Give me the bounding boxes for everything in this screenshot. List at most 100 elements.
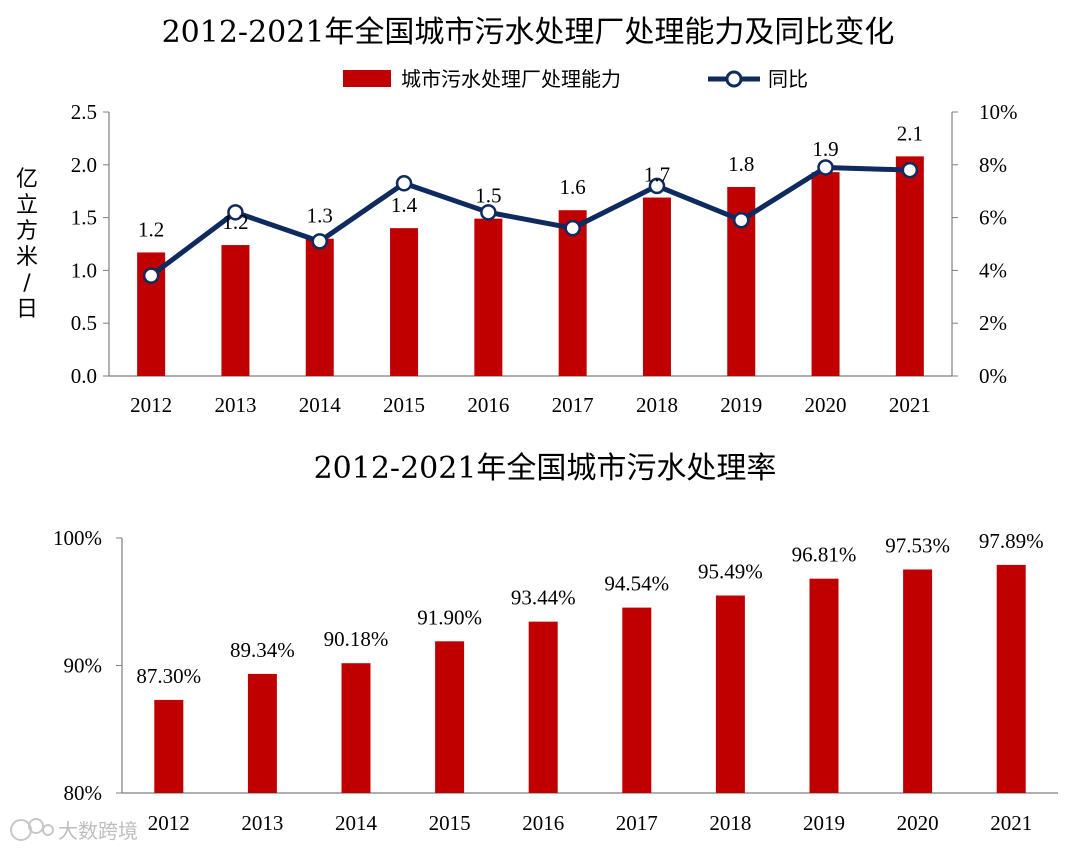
right-y-tick-label: 4% <box>979 258 1007 282</box>
capacity-bar <box>305 238 334 376</box>
yoy-point <box>227 204 244 221</box>
rate-bar-label: 94.54% <box>604 572 669 596</box>
rate-bar-label: 93.44% <box>511 586 576 610</box>
left-y-tick-label: 0.0 <box>71 364 97 388</box>
yoy-point <box>395 175 413 192</box>
y-axis-title-char: 方 <box>16 219 38 244</box>
rate-bar <box>154 699 184 793</box>
capacity-bar <box>895 156 924 376</box>
x-tick-label: 2013 <box>214 393 256 417</box>
capacity-bar <box>558 210 587 376</box>
capacity-bar-label: 1.3 <box>307 204 333 228</box>
y-axis-title-char: / <box>23 271 31 296</box>
capacity-bar-label: 1.2 <box>222 210 248 234</box>
legend-bar-label: 城市污水处理厂处理能力 <box>401 67 621 91</box>
capacity-bar-label: 1.9 <box>812 137 838 161</box>
y-axis-title-char: 日 <box>16 297 38 322</box>
left-y-tick-label: 0.5 <box>71 311 97 335</box>
left-y-tick-label: 1.0 <box>71 258 97 282</box>
rate-bar-label: 89.34% <box>230 638 295 662</box>
rate-bar-label: 91.90% <box>417 605 482 629</box>
rate-y-tick-label: 90% <box>64 654 103 678</box>
legend-line-marker <box>725 70 743 88</box>
rate-bar <box>435 641 465 793</box>
x-tick-label: 2018 <box>636 393 678 417</box>
legend-bar-swatch <box>343 70 391 87</box>
x-tick-label: 2016 <box>467 393 509 417</box>
rate-bar <box>622 607 652 793</box>
rate-y-tick-label: 100% <box>53 526 102 550</box>
capacity-chart-title: 2012-2021年全国城市污水处理厂处理能力及同比变化 <box>162 15 895 50</box>
capacity-bar-label: 1.4 <box>391 193 418 217</box>
rate-bar <box>247 673 277 793</box>
rate-x-tick-label: 2017 <box>616 811 658 835</box>
capacity-bar <box>390 228 419 376</box>
rate-bar <box>528 621 558 793</box>
y-axis-title-char: 米 <box>16 245 38 270</box>
capacity-bar-label: 1.8 <box>728 152 754 176</box>
x-tick-label: 2014 <box>299 393 342 417</box>
capacity-bar-label: 1.2 <box>138 217 164 241</box>
treatment-rate-axes: 80% 90% 100% 2012 2013 2014 2015 2016 2017 2018 20… <box>53 526 1058 835</box>
x-tick-label: 2019 <box>720 393 762 417</box>
rate-bar-label: 97.89% <box>979 529 1044 553</box>
rate-x-tick-label: 2013 <box>241 811 283 835</box>
rate-x-tick-label: 2014 <box>335 811 378 835</box>
capacity-y-axis-title: 亿立方米/日 <box>16 167 38 322</box>
rate-bar-label: 90.18% <box>324 627 389 651</box>
right-y-tick-label: 8% <box>979 153 1007 177</box>
capacity-legend: 城市污水处理厂处理能力 同比 <box>343 67 808 91</box>
rate-bar-label: 96.81% <box>792 543 857 567</box>
capacity-bar-label: 2.1 <box>897 121 923 145</box>
capacity-bar <box>221 245 250 376</box>
x-tick-label: 2021 <box>889 393 931 417</box>
capacity-bar <box>811 172 840 376</box>
yoy-point <box>817 159 834 176</box>
capacity-bar-label: 1.5 <box>475 184 501 208</box>
capacity-chart: 2012-2021年全国城市污水处理厂处理能力及同比变化 城市污水处理厂处理能力… <box>16 15 1018 417</box>
capacity-bar <box>642 197 671 376</box>
capacity-axes: 0.0 0.5 1.0 1.5 2.0 2.5 0% 2% 4% 6% 8% 10% 2012 2013 2… <box>71 100 1018 417</box>
left-y-tick-label: 2.5 <box>71 100 97 124</box>
rate-bar <box>996 564 1026 793</box>
watermark: 大数跨境 <box>10 818 138 843</box>
rate-x-tick-label: 2018 <box>709 811 751 835</box>
rate-y-tick-label: 80% <box>64 781 103 805</box>
rate-bar <box>715 595 745 793</box>
right-y-tick-label: 0% <box>979 364 1007 388</box>
y-axis-title-char: 立 <box>16 193 38 218</box>
treatment-rate-data-labels: 87.30% 89.34% 90.18% 91.90% 93.44% 94.54% 95.4… <box>136 529 1043 688</box>
capacity-bar <box>474 218 503 376</box>
x-tick-label: 2020 <box>805 393 847 417</box>
left-y-tick-label: 2.0 <box>71 153 97 177</box>
capacity-bar-label: 1.7 <box>644 163 670 187</box>
rate-x-tick-label: 2019 <box>803 811 845 835</box>
rate-x-tick-label: 2016 <box>522 811 564 835</box>
yoy-point <box>901 161 919 179</box>
rate-bar-label: 95.49% <box>698 560 763 584</box>
rate-bar-label: 97.53% <box>885 533 950 557</box>
x-tick-label: 2012 <box>130 393 172 417</box>
rate-bar <box>903 569 933 793</box>
yoy-series-line <box>149 164 910 278</box>
capacity-bar-label: 1.6 <box>560 175 586 199</box>
rate-bar <box>341 663 371 793</box>
yoy-point <box>311 233 328 250</box>
rate-bar <box>809 578 839 793</box>
y-axis-title-char: 亿 <box>16 167 38 192</box>
x-tick-label: 2017 <box>552 393 594 417</box>
rate-x-tick-label: 2021 <box>990 811 1032 835</box>
yoy-point <box>142 267 160 284</box>
treatment-rate-chart-title: 2012-2021年全国城市污水处理率 <box>314 451 777 486</box>
yoy-point <box>648 177 666 195</box>
right-y-tick-label: 10% <box>979 100 1018 124</box>
treatment-rate-chart: 2012-2021年全国城市污水处理率 80% 90% 100% 2012 2013 20… <box>53 451 1058 835</box>
right-y-tick-label: 6% <box>979 206 1007 230</box>
capacity-bars <box>137 156 924 376</box>
yoy-line <box>142 159 919 284</box>
yoy-point <box>480 204 497 221</box>
rate-x-tick-label: 2015 <box>429 811 471 835</box>
rate-x-tick-label: 2020 <box>897 811 939 835</box>
treatment-rate-bars <box>154 564 1026 793</box>
